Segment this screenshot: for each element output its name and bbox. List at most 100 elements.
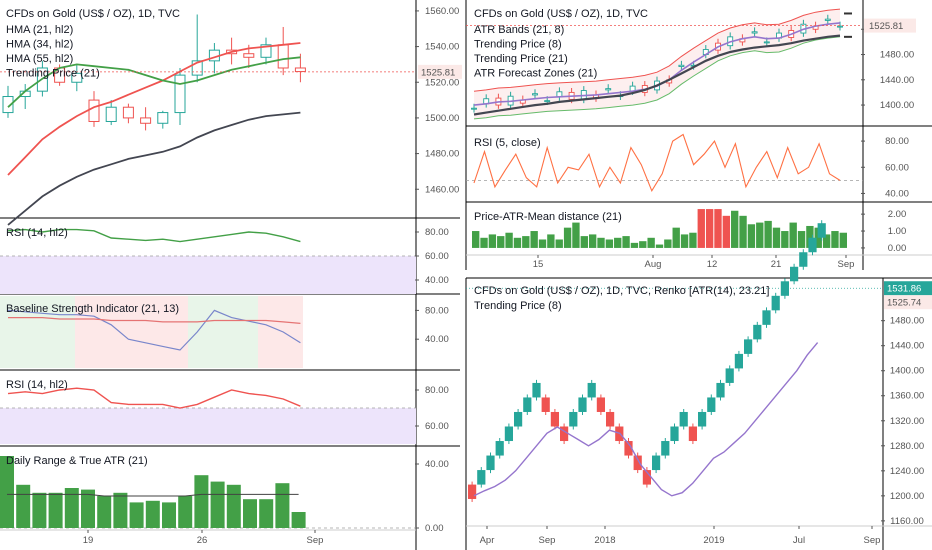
y-tick-label: 1540.00 [425,42,459,53]
price-tag-label: 1525.74 [887,298,921,309]
legend-entry: ATR Bands (21, 8) [474,24,564,36]
daily-range-bar [81,489,95,528]
strength-zone-bear [75,296,188,368]
legend-entry: HMA (55, hl2) [6,53,73,65]
distance-bar [614,237,622,248]
rsi-title: RSI (14, hl2) [6,227,68,239]
rsi-title: RSI (5, close) [474,137,541,149]
candle-body [2,96,14,114]
distance-bar [655,244,664,248]
distance-bar [497,236,505,248]
daily-range-bar [291,512,306,528]
y-tick-label: 1500.00 [425,113,459,124]
price-tag-label: 1525.81 [869,21,903,32]
legend-entry: Trending Price (8) [474,39,562,51]
daily-range-bar [178,496,193,528]
candle-body [471,107,477,110]
distance-bar [622,236,630,248]
x-tick-label: 19 [83,535,94,546]
distance-bar [480,237,488,248]
candle-body [191,60,203,76]
baseline-strength-line [7,309,301,351]
candle-body [157,112,169,124]
distance-bar [839,232,847,248]
y-tick-label: 60.00 [425,421,449,432]
price-tag [418,64,462,79]
candle-body [678,64,685,67]
daily-range-bar [16,484,31,528]
daily-range-bar [0,456,14,528]
distance-bar [605,239,614,248]
candle-body [544,100,551,103]
y-tick-label: 0.00 [425,523,444,534]
distance-bar [680,234,689,248]
y-tick-label: 1520.00 [425,77,459,88]
x-tick-label: 12 [707,259,718,270]
distance-bar [563,227,572,248]
distance-bar [797,231,806,248]
y-tick-label: 40.00 [425,459,449,470]
candle-body [140,117,152,124]
distance-bar [689,232,697,248]
distance-bar [739,215,747,248]
legend-entry: HMA (34, hl2) [6,39,73,51]
y-tick-label: 80.00 [425,305,449,316]
candle-body [243,53,255,58]
daily-range-bar [162,502,176,528]
daily-range-bar [113,492,128,528]
renko-trending-price-line [473,342,819,497]
x-tick-label: Sep [864,535,881,546]
hma-55-line [7,111,301,226]
x-tick-label: Jul [793,535,805,546]
candle-body [174,74,186,114]
distance-title: Price-ATR-Mean distance (21) [474,211,622,223]
candle-body [763,41,770,44]
y-tick-label: 0.00 [888,243,907,254]
distance-bar [639,241,647,248]
daily-range-bar [226,484,241,528]
y-tick-label: 1.00 [888,226,907,237]
x-tick-label: 2018 [594,535,615,546]
y-tick-label: 80.00 [885,136,909,147]
candle-body [122,106,134,119]
strength-zone-bear [258,296,303,368]
distance-bar [630,242,639,248]
daily-range-bar [48,492,63,528]
y-tick-label: 1280.00 [890,441,924,452]
candle-body [277,44,289,69]
y-tick-label: 1460.00 [425,184,459,195]
daily-range-bar [64,488,79,528]
atr-band-lower [473,36,841,120]
daily-range-title: Daily Range & True ATR (21) [6,455,148,467]
candle-body [824,18,831,21]
distance-bar [555,239,563,248]
daily-range-bar [259,499,274,528]
candle-body [751,31,758,34]
daily-range-bar [275,483,290,528]
distance-bar [647,237,655,248]
y-tick-label: 1320.00 [890,416,924,427]
price-tag [884,295,932,310]
x-tick-label: 26 [197,535,208,546]
distance-bar [580,236,588,248]
x-tick-label: Sep [838,259,855,270]
x-tick-label: 15 [533,259,544,270]
y-tick-label: 40.00 [885,188,909,199]
rsi-title: RSI (14, hl2) [6,379,68,391]
price-tag-label: 1531.86 [887,284,921,295]
candle-body [294,67,306,73]
distance-bar [772,227,781,248]
legend-entry: Trending Price (21) [474,53,568,65]
distance-bar [538,239,547,248]
chart-title: CFDs on Gold (US$ / OZ), 1D, TVC, Renko … [474,285,769,297]
y-tick-label: 1160.00 [890,516,924,527]
distance-bar [722,215,731,248]
distance-bar [505,232,513,248]
candle-body [260,44,272,58]
x-tick-label: Apr [480,535,495,546]
hma-21-line [7,42,301,176]
distance-bar [472,231,480,248]
distance-bar [705,209,714,248]
baseline-strength-title: Baseline Strength Indicator (21, 13) [6,303,179,315]
